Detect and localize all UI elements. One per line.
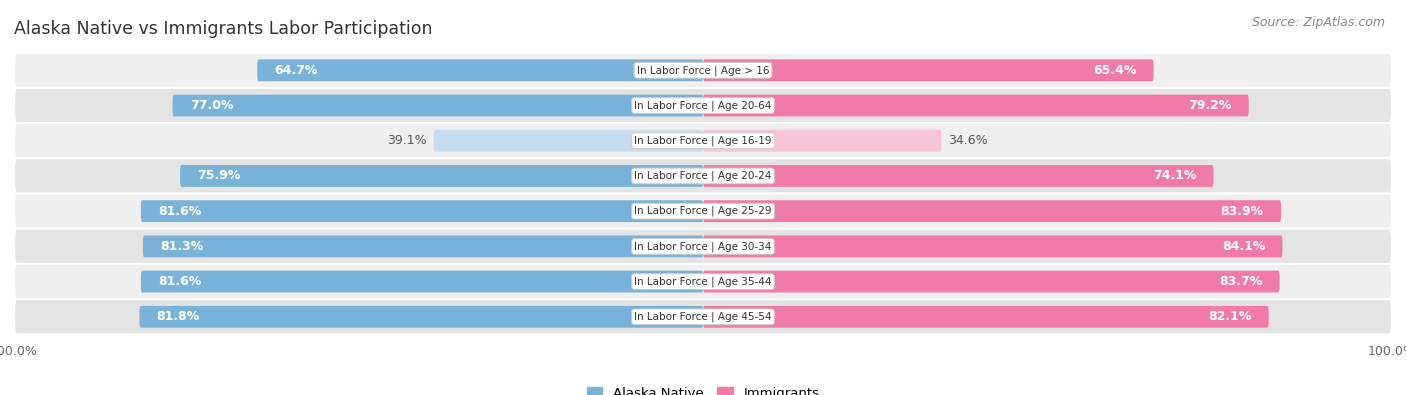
Legend: Alaska Native, Immigrants: Alaska Native, Immigrants [581, 382, 825, 395]
Text: In Labor Force | Age 16-19: In Labor Force | Age 16-19 [634, 135, 772, 146]
FancyBboxPatch shape [14, 194, 1392, 229]
FancyBboxPatch shape [703, 235, 1282, 257]
Text: Alaska Native vs Immigrants Labor Participation: Alaska Native vs Immigrants Labor Partic… [14, 19, 433, 38]
FancyBboxPatch shape [703, 59, 1153, 81]
FancyBboxPatch shape [14, 123, 1392, 158]
Text: 83.9%: 83.9% [1220, 205, 1264, 218]
Text: 81.6%: 81.6% [157, 275, 201, 288]
FancyBboxPatch shape [703, 271, 1279, 293]
FancyBboxPatch shape [14, 299, 1392, 335]
FancyBboxPatch shape [180, 165, 703, 187]
Text: In Labor Force | Age 45-54: In Labor Force | Age 45-54 [634, 312, 772, 322]
FancyBboxPatch shape [703, 94, 1249, 117]
Text: 34.6%: 34.6% [948, 134, 988, 147]
Text: In Labor Force | Age 30-34: In Labor Force | Age 30-34 [634, 241, 772, 252]
FancyBboxPatch shape [703, 130, 942, 152]
Text: 83.7%: 83.7% [1219, 275, 1263, 288]
FancyBboxPatch shape [141, 200, 703, 222]
FancyBboxPatch shape [257, 59, 703, 81]
Text: In Labor Force | Age 20-64: In Labor Force | Age 20-64 [634, 100, 772, 111]
FancyBboxPatch shape [14, 158, 1392, 194]
Text: 81.8%: 81.8% [156, 310, 200, 324]
Text: 64.7%: 64.7% [274, 64, 318, 77]
Text: Source: ZipAtlas.com: Source: ZipAtlas.com [1251, 16, 1385, 29]
FancyBboxPatch shape [703, 306, 1268, 328]
Text: 82.1%: 82.1% [1208, 310, 1251, 324]
FancyBboxPatch shape [14, 88, 1392, 123]
Text: 75.9%: 75.9% [197, 169, 240, 182]
FancyBboxPatch shape [433, 130, 703, 152]
Text: 79.2%: 79.2% [1188, 99, 1232, 112]
FancyBboxPatch shape [143, 235, 703, 257]
FancyBboxPatch shape [703, 165, 1213, 187]
Text: 77.0%: 77.0% [190, 99, 233, 112]
FancyBboxPatch shape [139, 306, 703, 328]
Text: 84.1%: 84.1% [1222, 240, 1265, 253]
Text: 39.1%: 39.1% [387, 134, 427, 147]
Text: 81.3%: 81.3% [160, 240, 204, 253]
Text: 65.4%: 65.4% [1092, 64, 1136, 77]
FancyBboxPatch shape [173, 94, 703, 117]
FancyBboxPatch shape [703, 200, 1281, 222]
FancyBboxPatch shape [141, 271, 703, 293]
FancyBboxPatch shape [14, 264, 1392, 299]
FancyBboxPatch shape [14, 229, 1392, 264]
Text: In Labor Force | Age > 16: In Labor Force | Age > 16 [637, 65, 769, 75]
Text: 74.1%: 74.1% [1153, 169, 1197, 182]
Text: In Labor Force | Age 20-24: In Labor Force | Age 20-24 [634, 171, 772, 181]
Text: In Labor Force | Age 25-29: In Labor Force | Age 25-29 [634, 206, 772, 216]
Text: In Labor Force | Age 35-44: In Labor Force | Age 35-44 [634, 276, 772, 287]
FancyBboxPatch shape [14, 53, 1392, 88]
Text: 81.6%: 81.6% [157, 205, 201, 218]
